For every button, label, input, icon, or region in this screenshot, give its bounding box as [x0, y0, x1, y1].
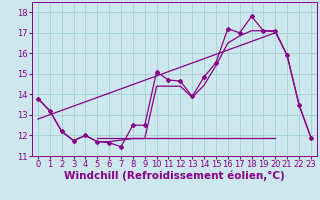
X-axis label: Windchill (Refroidissement éolien,°C): Windchill (Refroidissement éolien,°C) — [64, 171, 285, 181]
